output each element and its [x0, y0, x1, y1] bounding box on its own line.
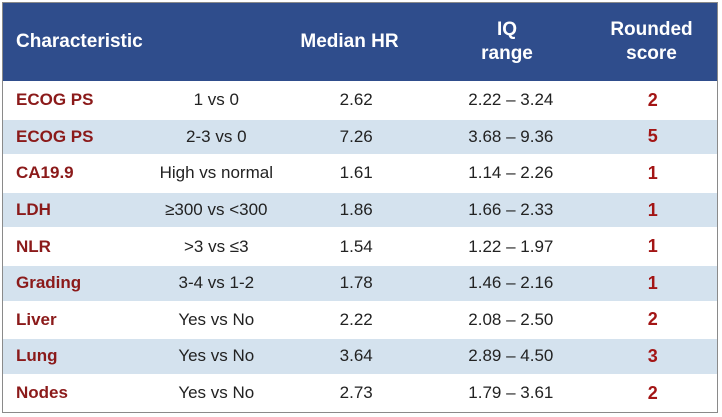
median-hr-cell: 7.26 — [339, 126, 373, 146]
header-iq-line2: range — [481, 43, 533, 64]
median-hr-cell: 1.78 — [339, 273, 373, 293]
rounded-score-cell: 1 — [647, 162, 658, 183]
rounded-score-cell: 2 — [647, 89, 658, 110]
table-body: ECOG PS 1 vs 0 2.62 2.22 – 3.24 2 ECOG PS 2-3 … — [3, 81, 717, 411]
table-row: ECOG PS 2-3 vs 0 7.26 3.68 – 9.36 5 — [3, 117, 717, 155]
median-hr-cell: 2.22 — [339, 309, 373, 329]
characteristic-cell: CA19.9 — [16, 163, 74, 183]
median-hr-cell: 1.61 — [339, 163, 373, 183]
comparison-cell: Yes vs No — [178, 309, 255, 329]
rounded-score-cell: 3 — [647, 345, 658, 366]
header-score-line1: Rounded — [610, 19, 693, 40]
comparison-cell: Yes vs No — [178, 346, 255, 366]
comparison-cell: ≥300 vs <300 — [165, 200, 268, 220]
characteristic-cell: Liver — [16, 309, 57, 329]
rounded-score-cell: 2 — [647, 382, 658, 403]
header-iq-line1: IQ — [496, 19, 518, 40]
characteristic-cell: Lung — [16, 346, 58, 366]
characteristic-cell: ECOG PS — [16, 126, 94, 146]
table-row: ECOG PS 1 vs 0 2.62 2.22 – 3.24 2 — [3, 81, 717, 118]
characteristic-cell: LDH — [16, 200, 51, 220]
hazard-ratio-table: Characteristic Median HR IQ range Rounde… — [2, 2, 718, 413]
median-hr-cell: 1.86 — [339, 200, 373, 220]
table-row: Liver Yes vs No 2.22 2.08 – 2.50 2 — [3, 300, 717, 338]
iq-range-cell: 1.22 – 1.97 — [468, 236, 554, 256]
header-score-line2: score — [626, 43, 677, 64]
median-hr-cell: 1.54 — [339, 236, 373, 256]
comparison-cell: 3-4 vs 1-2 — [178, 273, 255, 293]
rounded-score-cell: 1 — [647, 236, 658, 257]
rounded-score-cell: 2 — [647, 309, 658, 330]
table-row: LDH ≥300 vs <300 1.86 1.66 – 2.33 1 — [3, 190, 717, 228]
iq-range-cell: 3.68 – 9.36 — [468, 126, 554, 146]
rounded-score-cell: 1 — [647, 272, 658, 293]
comparison-cell: 2-3 vs 0 — [186, 126, 247, 146]
characteristic-cell: NLR — [16, 236, 51, 256]
table-row: Nodes Yes vs No 2.73 1.79 – 3.61 2 — [3, 373, 717, 411]
table-row: Grading 3-4 vs 1-2 1.78 1.46 – 2.16 1 — [3, 263, 717, 301]
iq-range-cell: 2.22 – 3.24 — [468, 90, 554, 110]
median-hr-cell: 3.64 — [339, 346, 373, 366]
iq-range-cell: 1.79 – 3.61 — [468, 383, 554, 403]
table-row: CA19.9 High vs normal 1.61 1.14 – 2.26 1 — [3, 154, 717, 191]
comparison-cell: >3 vs ≤3 — [183, 236, 249, 256]
median-hr-cell: 2.62 — [339, 90, 373, 110]
header-characteristic: Characteristic — [16, 31, 143, 52]
characteristic-cell: Nodes — [16, 383, 68, 403]
characteristic-cell: ECOG PS — [16, 90, 94, 110]
comparison-cell: High vs normal — [159, 163, 273, 183]
iq-range-cell: 2.89 – 4.50 — [468, 346, 554, 366]
rounded-score-cell: 5 — [647, 126, 658, 147]
comparison-cell: 1 vs 0 — [193, 90, 239, 110]
iq-range-cell: 1.66 – 2.33 — [468, 200, 554, 220]
comparison-cell: Yes vs No — [178, 383, 255, 403]
iq-range-cell: 2.08 – 2.50 — [468, 309, 554, 329]
table-header: Characteristic Median HR IQ range Rounde… — [3, 3, 717, 81]
table-row: Lung Yes vs No 3.64 2.89 – 4.50 3 — [3, 337, 717, 374]
iq-range-cell: 1.14 – 2.26 — [468, 163, 554, 183]
iq-range-cell: 1.46 – 2.16 — [468, 273, 554, 293]
characteristic-cell: Grading — [16, 273, 82, 293]
rounded-score-cell: 1 — [647, 199, 658, 220]
median-hr-cell: 2.73 — [339, 383, 373, 403]
table-row: NLR >3 vs ≤3 1.54 1.22 – 1.97 1 — [3, 227, 717, 264]
header-iq-range: IQ range — [428, 18, 586, 66]
header-median-hr: Median HR — [300, 31, 399, 52]
header-rounded-score: Rounded score — [586, 18, 717, 66]
